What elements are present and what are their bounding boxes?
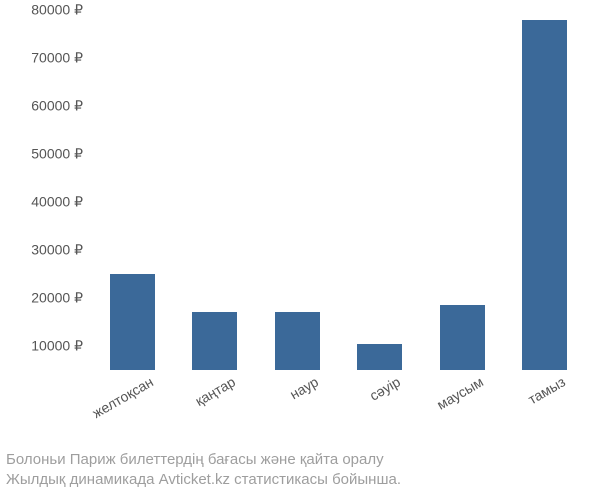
price-chart: 10000 ₽ 20000 ₽ 30000 ₽ 40000 ₽ 50000 ₽ 60000… <box>0 0 600 500</box>
y-tick-label: 20000 ₽ <box>31 290 91 307</box>
y-tick-label: 80000 ₽ <box>31 2 91 19</box>
plot-area: 10000 ₽20000 ₽30000 ₽40000 ₽50000 ₽60000… <box>90 10 586 370</box>
chart-caption: Болоньи Париж билеттердің бағасы және қа… <box>0 450 600 491</box>
bar <box>275 312 320 370</box>
bar <box>192 312 237 370</box>
bar <box>357 344 402 370</box>
bar <box>522 20 567 370</box>
y-tick-label: 40000 ₽ <box>31 194 91 211</box>
bar <box>440 305 485 370</box>
y-tick-label: 60000 ₽ <box>31 98 91 115</box>
y-tick-label: 50000 ₽ <box>31 146 91 163</box>
y-tick-label: 10000 ₽ <box>31 338 91 355</box>
y-tick-label: 70000 ₽ <box>31 50 91 67</box>
caption-line-2: Жылдық динамикада Avticket.kz статистика… <box>6 470 600 490</box>
bar <box>110 274 155 370</box>
caption-line-1: Болоньи Париж билеттердің бағасы және қа… <box>6 450 600 470</box>
y-tick-label: 30000 ₽ <box>31 242 91 259</box>
